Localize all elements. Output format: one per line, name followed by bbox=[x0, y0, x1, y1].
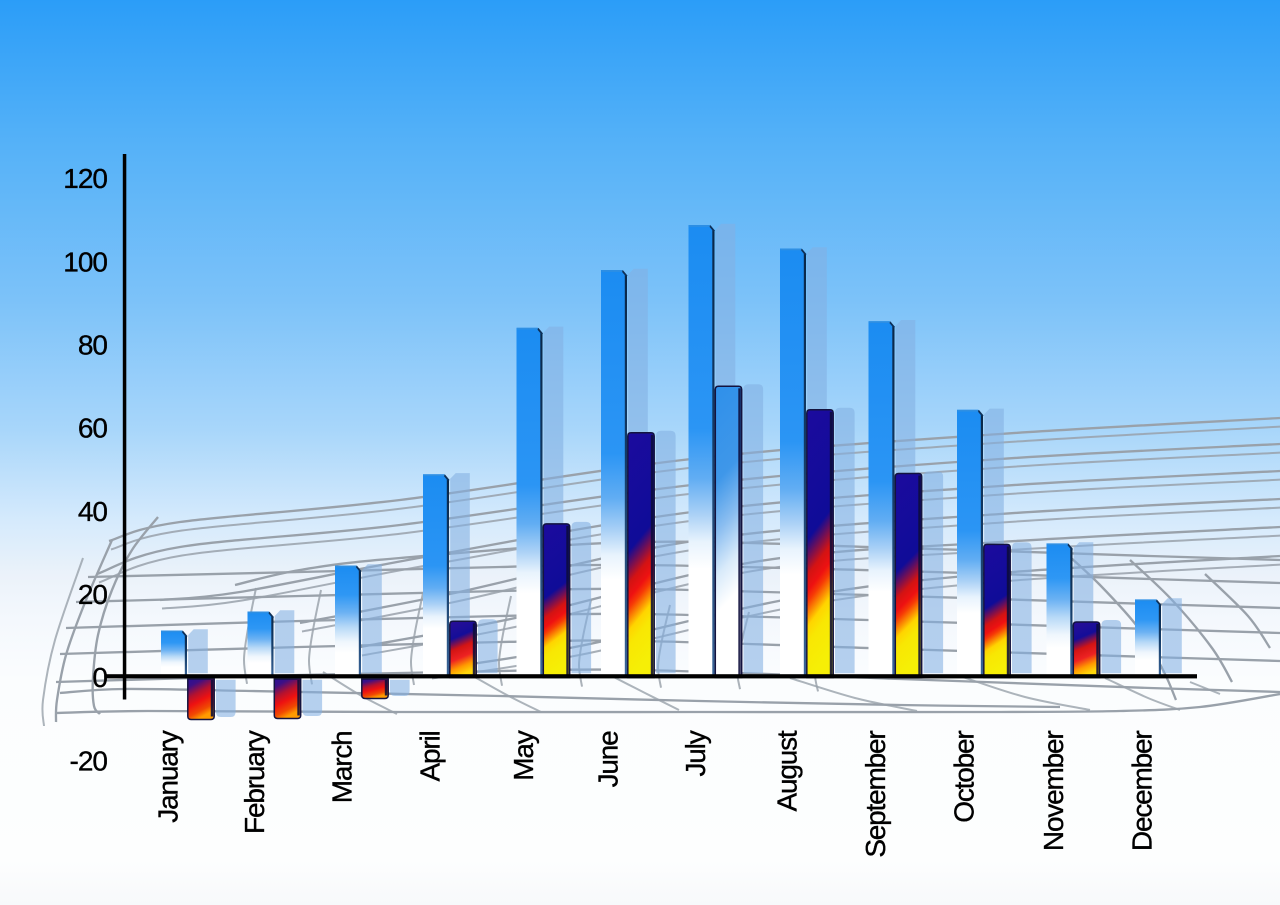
svg-text:February: February bbox=[239, 730, 270, 834]
svg-text:January: January bbox=[153, 730, 184, 822]
svg-text:October: October bbox=[949, 731, 980, 823]
svg-text:November: November bbox=[1038, 731, 1069, 851]
svg-text:May: May bbox=[508, 730, 539, 780]
svg-text:0: 0 bbox=[92, 662, 107, 693]
svg-text:120: 120 bbox=[63, 163, 107, 194]
svg-text:March: March bbox=[327, 732, 358, 804]
svg-text:July: July bbox=[680, 730, 711, 776]
svg-text:40: 40 bbox=[78, 496, 108, 527]
svg-text:December: December bbox=[1127, 731, 1158, 851]
svg-text:60: 60 bbox=[78, 413, 108, 444]
svg-text:100: 100 bbox=[63, 246, 107, 277]
svg-text:June: June bbox=[593, 731, 624, 788]
svg-text:September: September bbox=[860, 731, 891, 858]
svg-text:80: 80 bbox=[78, 330, 108, 361]
svg-text:20: 20 bbox=[78, 579, 108, 610]
svg-text:August: August bbox=[772, 730, 803, 811]
svg-text:April: April bbox=[415, 732, 446, 782]
svg-text:-20: -20 bbox=[70, 745, 108, 776]
